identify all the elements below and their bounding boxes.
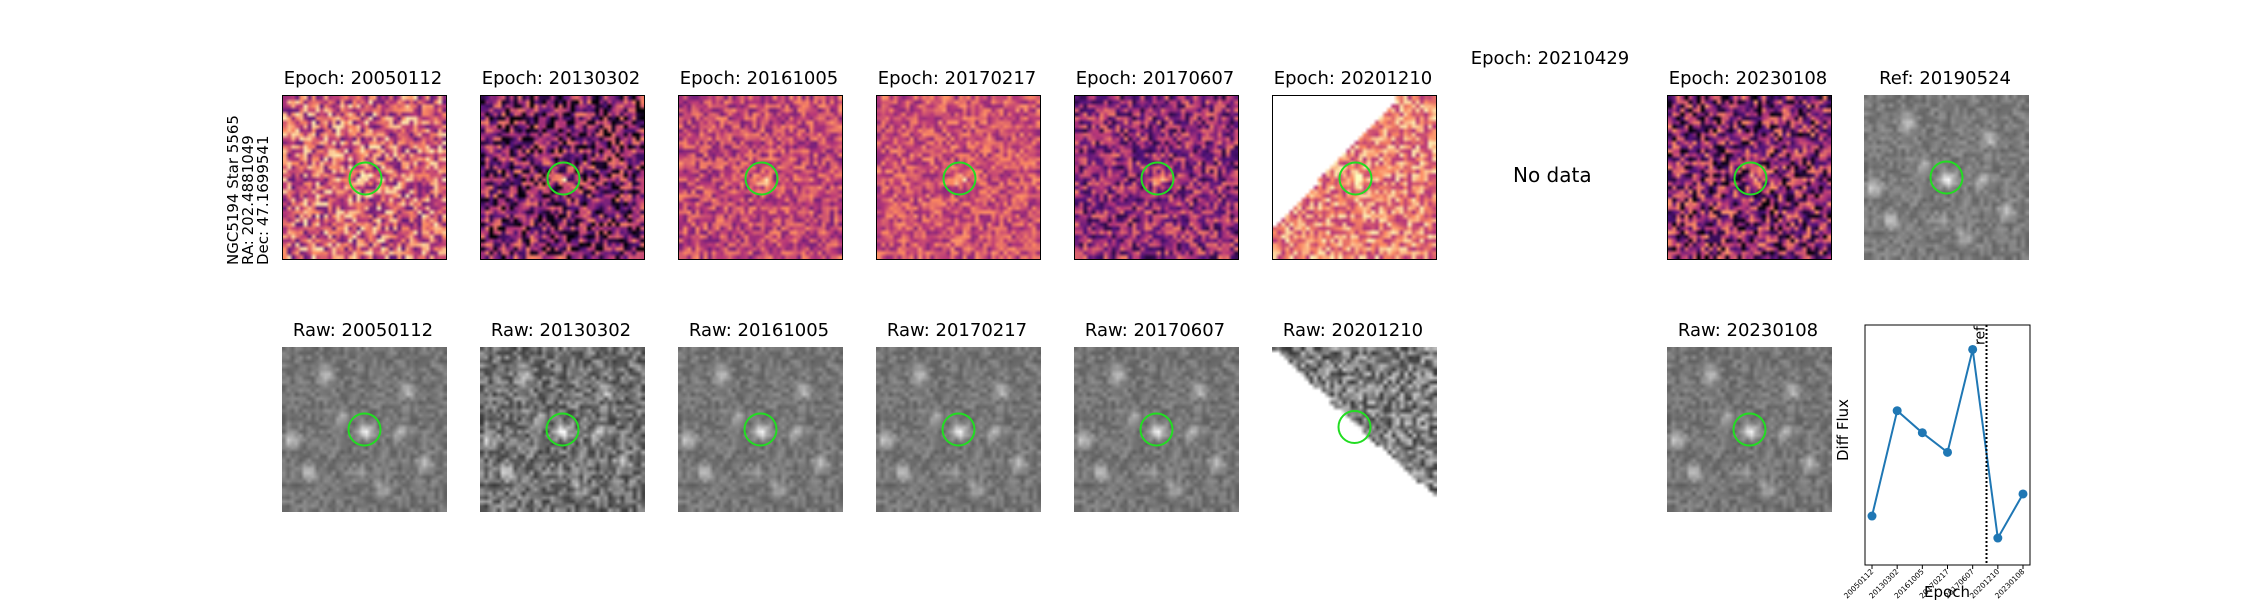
target-marker <box>744 161 779 196</box>
raw-panel-1 <box>282 347 447 512</box>
diff-title-3: Epoch: 20161005 <box>679 68 839 89</box>
diff-title-6: Epoch: 20201210 <box>1273 68 1433 89</box>
data-point <box>2018 489 2028 499</box>
raw-title-8: Raw: 20230108 <box>1677 320 1819 341</box>
raw-title-3: Raw: 20161005 <box>688 320 830 341</box>
raw-panel-5 <box>1074 347 1239 512</box>
diff-panel-8 <box>1667 95 1832 260</box>
star-ra: RA: 202.4881049 <box>239 135 257 265</box>
diff-title-8: Epoch: 20230108 <box>1668 68 1828 89</box>
raw-title-1: Raw: 20050112 <box>292 320 434 341</box>
ref-title: Ref: 20190524 <box>1879 68 2011 89</box>
raw-title-5: Raw: 20170607 <box>1084 320 1226 341</box>
data-point <box>1917 428 1927 438</box>
ref-label: ref <box>1973 325 1989 345</box>
diff-title-5: Epoch: 20170607 <box>1075 68 1235 89</box>
light-curve-chart: ref 20050112 20130302 20161005 20170217 20170… <box>1834 315 2050 605</box>
x-axis-label: Epoch <box>1924 583 1970 601</box>
data-point <box>1892 406 1902 416</box>
ref-panel <box>1864 95 2029 260</box>
diff-title-2: Epoch: 20130302 <box>481 68 641 89</box>
series-line <box>1871 349 2024 542</box>
target-marker <box>1732 412 1767 447</box>
target-marker <box>1338 161 1373 196</box>
target-marker <box>545 412 580 447</box>
raw-panel-6 <box>1272 347 1437 512</box>
target-marker <box>546 161 581 196</box>
data-point <box>1968 344 1978 354</box>
star-name: NGC5194 Star 5565 <box>224 115 242 265</box>
raw-panel-2 <box>480 347 645 512</box>
diff-panel-5 <box>1074 95 1239 260</box>
diff-title-1: Epoch: 20050112 <box>283 68 443 89</box>
target-marker <box>942 161 977 196</box>
diff-title-4: Epoch: 20170217 <box>877 68 1037 89</box>
target-marker <box>1139 412 1174 447</box>
star-dec: Dec: 47.1699541 <box>254 135 272 265</box>
data-point <box>1943 447 1952 457</box>
target-marker <box>743 412 778 447</box>
target-marker <box>1140 161 1175 196</box>
target-marker <box>941 412 976 447</box>
target-marker <box>1337 410 1372 444</box>
target-marker <box>348 161 383 196</box>
diff-panel-3 <box>678 95 843 260</box>
data-point <box>1993 533 2003 543</box>
raw-panel-4 <box>876 347 1041 512</box>
diff-panel-4 <box>876 95 1041 260</box>
raw-title-6: Raw: 20201210 <box>1282 320 1424 341</box>
diff-title-7: Epoch: 20210429 <box>1470 48 1630 69</box>
raw-panel-8 <box>1667 347 1832 512</box>
data-point <box>1867 511 1877 521</box>
y-axis-label: Diff Flux <box>1834 399 1852 461</box>
raw-title-4: Raw: 20170217 <box>886 320 1028 341</box>
target-marker <box>1733 161 1768 196</box>
diff-panel-1 <box>282 95 447 260</box>
raw-panel-3 <box>678 347 843 512</box>
star-info-label: NGC5194 Star 5565 RA: 202.4881049 Dec: 4… <box>224 95 356 265</box>
diff-panel-6 <box>1272 95 1437 260</box>
light-curve-svg: ref2005011220130302201610052017021720170… <box>1834 324 2031 601</box>
raw-title-2: Raw: 20130302 <box>490 320 632 341</box>
no-data-text: No data <box>1513 163 1592 187</box>
diff-panel-2 <box>480 95 645 260</box>
target-marker <box>1929 160 1964 195</box>
target-marker <box>347 412 382 447</box>
